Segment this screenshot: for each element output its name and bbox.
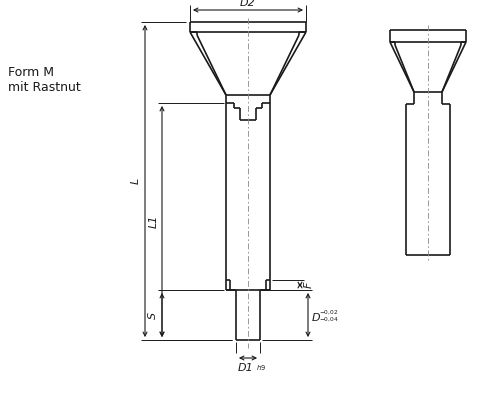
Text: Form M
mit Rastnut: Form M mit Rastnut [8,66,81,94]
Text: $^{-0{,}02}_{-0{,}04}$: $^{-0{,}02}_{-0{,}04}$ [319,308,338,324]
Text: $_{h9}$: $_{h9}$ [256,363,266,373]
Text: D: D [312,313,320,323]
Text: S: S [148,311,158,318]
Text: D1: D1 [238,363,254,373]
Text: L: L [131,178,141,184]
Text: F: F [304,282,314,288]
Text: D2: D2 [240,0,256,8]
Text: L1: L1 [149,215,159,228]
